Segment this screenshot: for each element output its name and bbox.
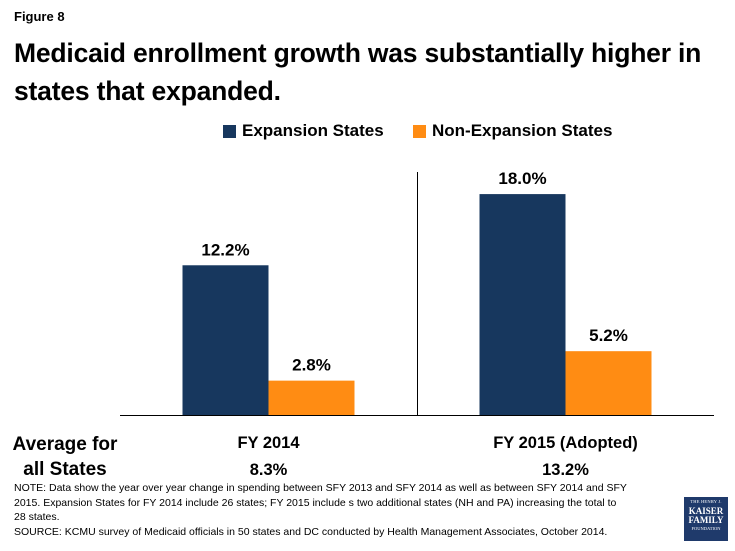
bar-expansion — [182, 265, 269, 415]
figure-label: Figure 8 — [14, 9, 65, 24]
note-line: 2015. Expansion States for FY 2014 inclu… — [14, 496, 617, 509]
legend-label-non-expansion: Non-Expansion States — [432, 121, 613, 140]
legend-item-non-expansion: Non-Expansion States — [413, 121, 612, 141]
data-label: 2.8% — [292, 356, 331, 375]
average-value-fy2014: 8.3% — [249, 461, 288, 479]
category-label-fy2014: FY 2014 — [237, 434, 300, 452]
legend-item-expansion: Expansion States — [223, 121, 384, 141]
data-label: 5.2% — [589, 326, 628, 345]
average-value-fy2015: 13.2% — [542, 461, 589, 479]
note-text: NOTE: Data show the year over year chang… — [14, 481, 664, 539]
period-fy2015: FY 2015 (Adopted) 13.2% — [417, 430, 714, 484]
bar-non-expansion — [268, 380, 355, 415]
data-label: 18.0% — [498, 169, 546, 188]
note-line: 28 states. — [14, 511, 60, 523]
data-label: 12.2% — [201, 240, 249, 259]
kff-logo: THE HENRY J. KAISER FAMILY FOUNDATION — [684, 497, 728, 541]
category-label-fy2015: FY 2015 (Adopted) — [493, 434, 638, 452]
legend-swatch-non-expansion — [413, 124, 426, 138]
note-line: NOTE: Data show the year over year chang… — [14, 482, 627, 494]
chart-title: Medicaid enrollment growth was substanti… — [14, 38, 702, 106]
bar-non-expansion — [565, 351, 652, 415]
average-label: Average for all States — [12, 434, 118, 480]
legend-swatch-expansion — [223, 124, 236, 138]
legend-label-expansion: Expansion States — [242, 121, 384, 140]
source-line: SOURCE: KCMU survey of Medicaid official… — [14, 525, 608, 538]
period-fy2014: FY 2014 8.3% — [120, 430, 417, 484]
bar-expansion — [479, 194, 566, 415]
